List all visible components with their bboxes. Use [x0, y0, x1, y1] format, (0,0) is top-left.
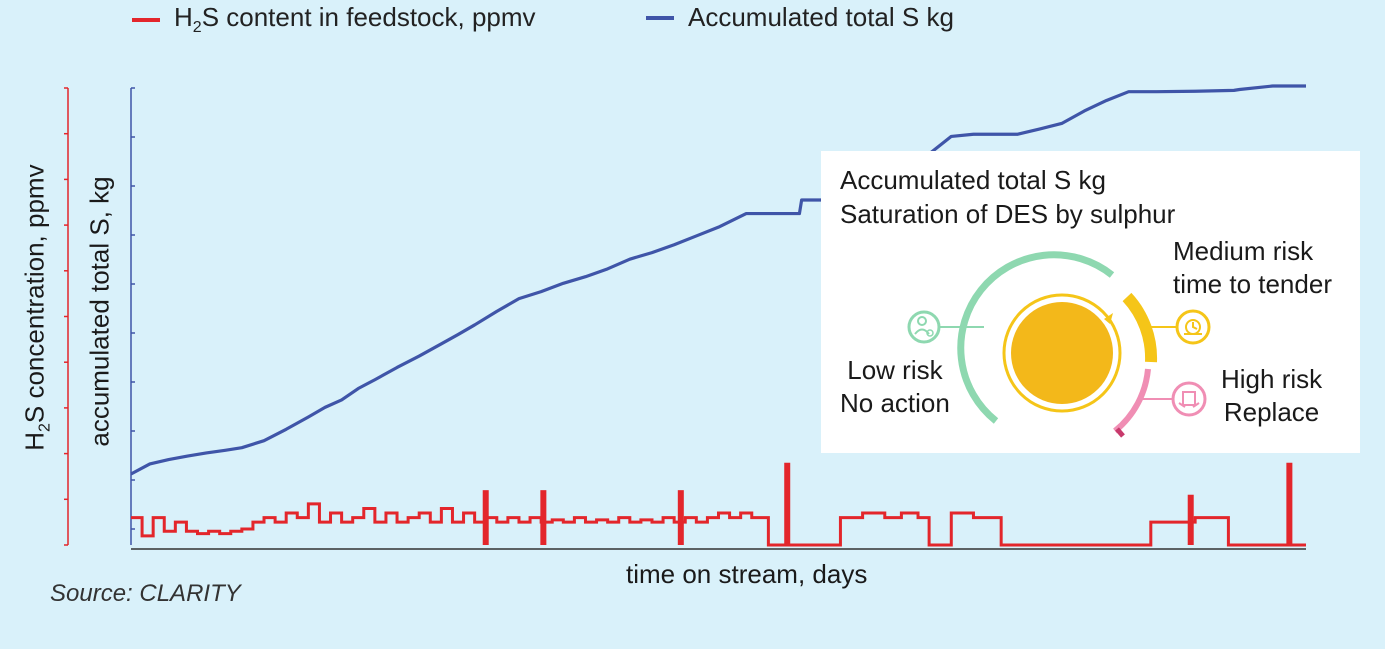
gauge-inner-ring	[1002, 293, 1122, 413]
gauge-medium-arc	[1122, 292, 1158, 363]
legend-item-h2s: H2S content in feedstock, ppmv	[132, 2, 536, 37]
axes	[64, 87, 1306, 550]
h2s-spike	[540, 490, 547, 545]
high-risk-line2: Replace	[1223, 397, 1320, 427]
legend-item-accumulated-s: Accumulated total S kg	[646, 2, 954, 33]
high-risk-line1: High risk	[1221, 364, 1323, 394]
medium-risk-label: Medium risk time to tender	[1173, 235, 1332, 301]
inset-title-line1: Accumulated total S kg	[840, 165, 1106, 195]
gauge-core	[1011, 302, 1113, 404]
risk-inset-panel: Accumulated total S kg Saturation of DES…	[821, 151, 1360, 453]
high-risk-label: High risk Replace	[1221, 363, 1322, 429]
replace-icon	[1171, 381, 1207, 417]
source-note: Source: CLARITY	[50, 580, 241, 607]
accumulated-s-line	[130, 84, 1306, 476]
low-risk-label: Low risk No action	[840, 354, 950, 420]
clock-icon	[1175, 309, 1211, 345]
gauge-pointer-head	[1104, 313, 1113, 324]
accumulated-s-series	[130, 84, 1306, 476]
h2s-spike	[677, 490, 684, 545]
h2s-spike	[784, 462, 791, 545]
legend-label-h2s: H2S content in feedstock, ppmv	[174, 2, 536, 37]
h2s-line	[131, 502, 1306, 547]
h2s-series	[131, 462, 1306, 547]
legend-swatch-accumulated-s	[646, 15, 674, 20]
legend-swatch-h2s	[132, 17, 160, 22]
gauge-high-arc	[1113, 368, 1151, 434]
y-axis-label-left: H2S concentration, ppmv	[19, 164, 54, 451]
gauge-pointer-tail	[1115, 427, 1125, 438]
medium-risk-line2: time to tender	[1173, 269, 1332, 299]
gauge-low-arc	[957, 251, 1115, 424]
person-check-icon	[907, 310, 941, 344]
y-axis-label-right: accumulated total S, kg	[84, 176, 115, 447]
h2s-spike	[1286, 462, 1293, 545]
low-risk-line1: Low risk	[847, 355, 943, 385]
low-risk-line2: No action	[840, 388, 950, 418]
h2s-spike	[482, 490, 489, 545]
legend-label-accumulated-s: Accumulated total S kg	[688, 2, 954, 32]
medium-risk-line1: Medium risk	[1173, 236, 1314, 266]
x-axis-label: time on stream, days	[626, 559, 868, 589]
inset-title-line2: Saturation of DES by sulphur	[840, 199, 1176, 229]
h2s-spike	[1187, 494, 1194, 545]
saturation-gauge	[907, 251, 1211, 438]
